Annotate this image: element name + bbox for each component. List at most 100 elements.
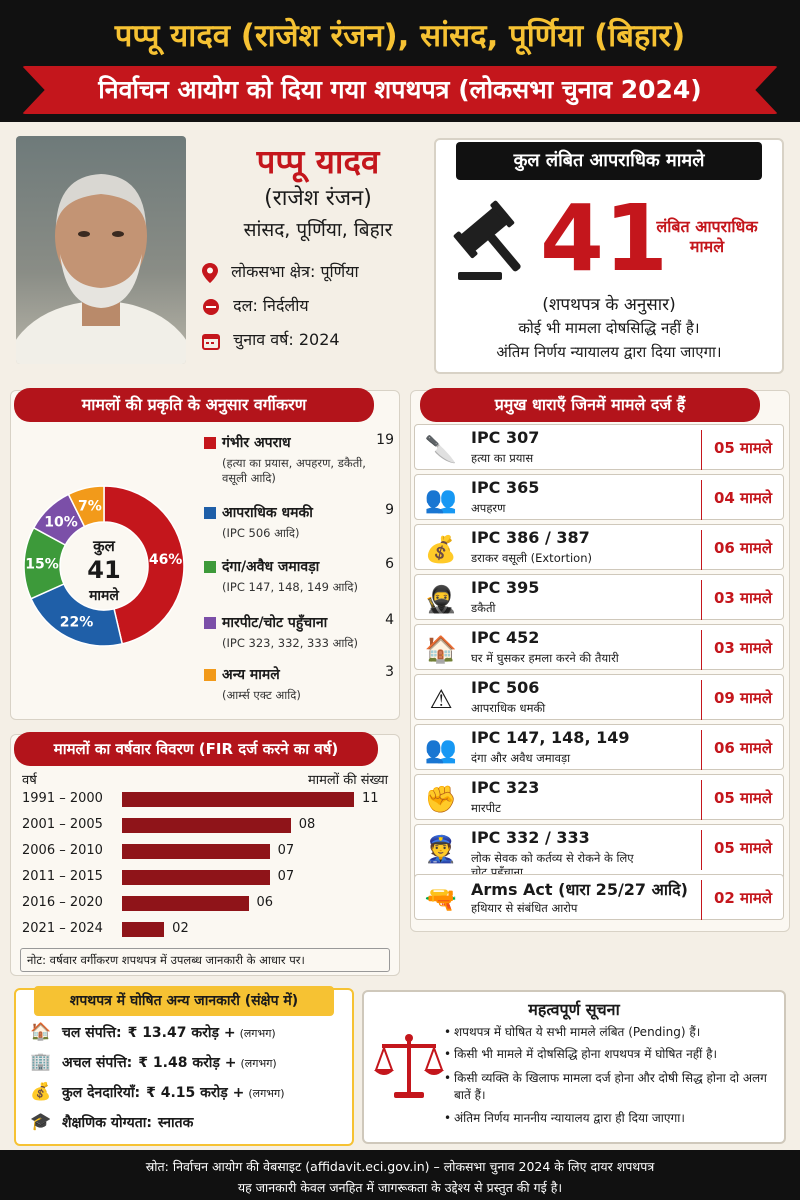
- year-bar-value: 07: [277, 869, 295, 884]
- ipc-code: IPC 506: [471, 678, 540, 697]
- fist-icon: ✊: [424, 785, 458, 815]
- legend-sublabel: (IPC 323, 332, 333 आदि): [222, 636, 358, 650]
- ipc-description: डकैती: [471, 601, 496, 615]
- legend-label: आपराधिक धमकी: [222, 505, 313, 521]
- legend-label: गंभीर अपराध: [222, 435, 291, 451]
- ipc-divider: [701, 630, 702, 670]
- legend-label: मारपीट/चोट पहुँचाना: [222, 615, 328, 631]
- affidavit-label: अचल संपत्ति:: [62, 1055, 133, 1071]
- legend-swatch: [204, 436, 216, 449]
- category-heading: मामलों की प्रकृति के अनुसार वर्गीकरण: [14, 388, 374, 422]
- ipc-case-count: 03 मामले: [713, 639, 773, 657]
- ipc-divider: [701, 880, 702, 920]
- ipc-case-count: 05 मामले: [713, 439, 773, 457]
- page-title: पप्पू यादव (राजेश रंजन), सांसद, पूर्णिया…: [114, 18, 686, 54]
- year-bar-value: 07: [277, 843, 295, 858]
- year-bar: [122, 922, 165, 937]
- ipc-case-count: 06 मामले: [713, 739, 773, 757]
- legend-sublabel: (IPC 147, 148, 149 आदि): [222, 580, 358, 594]
- footer-disclaimer: यह जानकारी केवल जनहित में जागरूकता के उद…: [237, 1180, 563, 1195]
- election-year-row: चुनाव वर्ष: 2024: [202, 328, 340, 350]
- affidavit-note: (लगभग): [248, 1087, 285, 1100]
- category-donut-chart: 46% 22% 15% 10% 7%: [14, 466, 194, 670]
- donut-slice: [103, 485, 185, 645]
- notice-panel: [362, 990, 786, 1144]
- legend-swatch: [204, 506, 216, 519]
- ipc-section-row: ⚠ IPC 506 आपराधिक धमकी 09 मामले: [414, 674, 784, 720]
- ipc-code: Arms Act (धारा 25/27 आदि): [471, 880, 688, 899]
- ipc-divider: [701, 580, 702, 620]
- ipc-description: हत्या का प्रयास: [471, 451, 534, 465]
- page-subtitle: निर्वाचन आयोग को दिया गया शपथपत्र (लोकसभ…: [98, 75, 702, 104]
- footer-source: स्रोत: निर्वाचन आयोग की वेबसाइट (affidav…: [145, 1159, 655, 1174]
- affidavit-value: ₹ 4.15 करोड़ +: [146, 1085, 245, 1101]
- ipc-divider: [701, 730, 702, 770]
- party-text: दल: निर्दलीय: [233, 296, 309, 315]
- ipc-code: IPC 332 / 333: [471, 828, 590, 847]
- affidavit-label: कुल देनदारियाँ:: [62, 1085, 141, 1101]
- gun-icon: 🔫: [424, 885, 458, 915]
- category-legend-item: गंभीर अपराध (हत्या का प्रयास, अपहरण, डकैत…: [204, 432, 394, 486]
- donut-slice: [67, 485, 105, 528]
- yearwise-note: नोट: वर्षवार वर्गीकरण शपथपत्र में उपलब्ध…: [20, 948, 390, 972]
- profile-name: पप्पू यादव: [256, 142, 380, 181]
- profile-alias: (राजेश रंजन): [264, 186, 372, 211]
- scales-of-justice-icon: [372, 1030, 446, 1108]
- subtitle-ribbon: [22, 66, 778, 114]
- affidavit-info-heading: शपथपत्र में घोषित अन्य जानकारी (संक्षेप …: [34, 986, 334, 1016]
- gavel-icon: [452, 198, 538, 288]
- legend-count: 6: [385, 556, 394, 572]
- year-bar-value: 08: [298, 817, 316, 832]
- affidavit-info-row: 🎓 शैक्षणिक योग्यता: स्नातक: [30, 1112, 350, 1132]
- year-label: 1991 – 2000: [22, 791, 103, 806]
- sections-heading: प्रमुख धाराएँ जिनमें मामले दर्ज हैं: [420, 388, 760, 422]
- ipc-section-row: 🔪 IPC 307 हत्या का प्रयास 05 मामले: [414, 424, 784, 470]
- ipc-code: IPC 147, 148, 149: [471, 728, 630, 747]
- notice-bullet-text: किसी भी मामले में दोषसिद्धि होना शपथपत्र…: [454, 1047, 717, 1061]
- legend-count: 19: [376, 432, 394, 448]
- ipc-code: IPC 307: [471, 428, 540, 447]
- cases-note-affidavit: (शपथपत्र के अनुसार): [542, 295, 676, 315]
- ipc-case-count: 09 मामले: [713, 689, 773, 707]
- profile-role: सांसद, पूर्णिया, बिहार: [243, 219, 393, 241]
- affidavit-value: स्नातक: [157, 1115, 194, 1131]
- ipc-divider: [701, 830, 702, 870]
- donut-pct-label: 7%: [78, 499, 102, 515]
- total-cases-heading: कुल लंबित आपराधिक मामले: [456, 142, 762, 180]
- notice-bullet-text: अंतिम निर्णय माननीय न्यायालय द्वारा ही द…: [454, 1111, 685, 1125]
- legend-label: दंगा/अवैध जमावड़ा: [222, 559, 320, 575]
- cases-note-court: अंतिम निर्णय न्यायालय द्वारा दिया जाएगा।: [496, 343, 722, 361]
- party-row: दल: निर्दलीय: [202, 294, 309, 316]
- bullet-dot: •: [444, 1047, 452, 1061]
- year-label: 2001 – 2005: [22, 817, 103, 832]
- calendar-icon: [202, 333, 220, 350]
- legend-sublabel: (IPC 506 आदि): [222, 526, 300, 540]
- ipc-section-row: ✊ IPC 323 मारपीट 05 मामले: [414, 774, 784, 820]
- ipc-description: घर में घुसकर हमला करने की तैयारी: [471, 651, 619, 665]
- donut-center-bottom: मामले: [89, 588, 119, 604]
- graduation-cap-icon: 🎓: [30, 1112, 52, 1132]
- year-label: 2016 – 2020: [22, 895, 103, 910]
- ipc-case-count: 05 मामले: [713, 839, 773, 857]
- category-legend-item: अन्य मामले (आर्म्स एक्ट आदि): [204, 664, 394, 703]
- ipc-section-row: 🔫 Arms Act (धारा 25/27 आदि) हथियार से संबं…: [414, 874, 784, 920]
- year-bar-value: 06: [256, 895, 274, 910]
- notice-bullet: • किसी व्यक्ति के खिलाफ मामला दर्ज होना औ…: [444, 1070, 774, 1104]
- donut-center-number: 41: [87, 556, 121, 584]
- affidavit-note: (लगभग): [240, 1057, 277, 1070]
- legend-sublabel: (हत्या का प्रयास, अपहरण, डकैती, वसूली आद…: [222, 456, 366, 485]
- ipc-divider: [701, 680, 702, 720]
- police-icon: 👮: [424, 835, 458, 865]
- ipc-section-row: 👥 IPC 365 अपहरण 04 मामले: [414, 474, 784, 520]
- year-label: 2021 – 2024: [22, 921, 103, 936]
- legend-swatch: [204, 560, 216, 573]
- constituency-text: लोकसभा क्षेत्र: पूर्णिया: [231, 262, 359, 281]
- ipc-code: IPC 365: [471, 478, 540, 497]
- constituency-row: लोकसभा क्षेत्र: पूर्णिया: [202, 260, 359, 283]
- category-legend-item: आपराधिक धमकी (IPC 506 आदि): [204, 502, 394, 541]
- yearwise-heading: मामलों का वर्षवार विवरण (FIR दर्ज करने क…: [14, 732, 378, 766]
- year-column-label: वर्ष: [22, 773, 37, 788]
- affidavit-info-row: 🏠 चल संपत्ति: ₹ 13.47 करोड़ + (लगभग): [30, 1022, 350, 1042]
- legend-label: अन्य मामले: [222, 667, 280, 683]
- ipc-section-row: 🥷 IPC 395 डकैती 03 मामले: [414, 574, 784, 620]
